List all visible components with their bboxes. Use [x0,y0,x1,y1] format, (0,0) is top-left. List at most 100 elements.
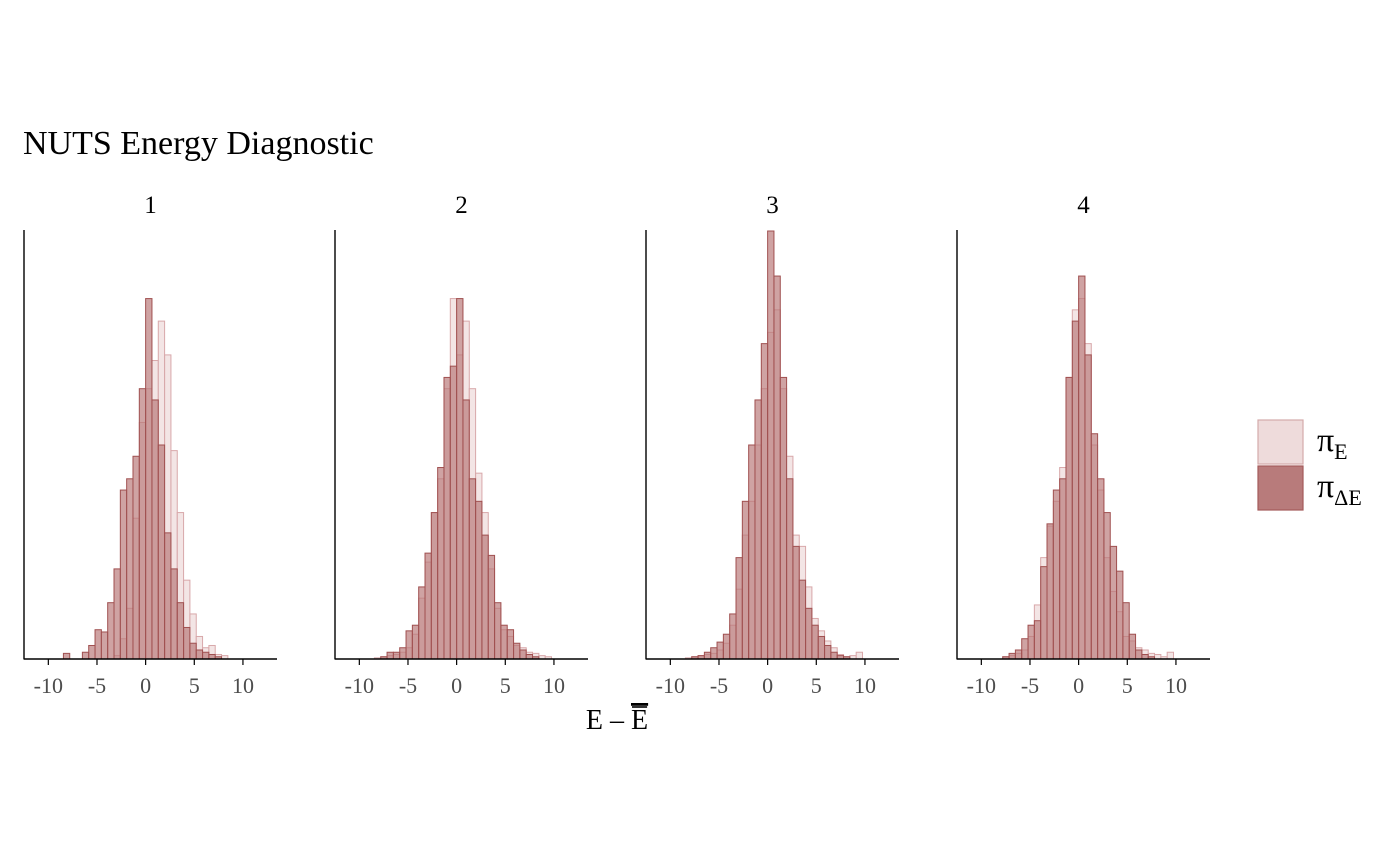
pi-delta-e-bar [760,343,769,660]
pi-delta-e-bar [1059,478,1067,660]
pi-delta-e-bar [1027,624,1035,660]
pi-delta-e-bar [443,376,451,660]
x-tick-label: -5 [1021,673,1039,698]
legend-subscript: ΔE [1334,485,1362,510]
pi-e-bar [1166,651,1175,660]
pi-delta-e-bar [805,607,813,660]
pi-delta-e-bar [798,579,807,660]
x-label-overlined: E [631,705,648,736]
pi-delta-e-bar [811,624,819,660]
legend-entry-1: πΔE [1257,465,1362,511]
pi-delta-e-bar [1071,320,1080,660]
pi-delta-e-bar [703,651,712,660]
panel-label: 1 [144,192,157,219]
x-tick-label: 10 [543,673,565,698]
pi-delta-e-bar [126,478,134,660]
pi-delta-e-bar [494,602,502,660]
series-pi-delta-e [62,298,223,660]
pi-delta-e-bar [487,554,496,660]
series-pi-delta-e [380,298,540,660]
pi-delta-e-bar [132,455,140,660]
x-tick-label: 5 [1122,673,1133,698]
panel-3: 3 -10 -5 0 5 10 [645,192,899,698]
legend-key [1257,419,1304,465]
pi-delta-e-bar [183,626,191,660]
pi-delta-e-bar [1128,633,1137,660]
pi-delta-e-bar [157,444,166,660]
x-tick-label: -10 [34,673,63,698]
pi-delta-e-bar [506,629,515,660]
pi-delta-e-bar [456,298,464,660]
legend-key [1257,465,1304,511]
legend-label: πΔE [1317,468,1362,510]
panel-4: 4 -10 -5 0 5 10 [956,192,1210,698]
pi-delta-e-bar [189,642,197,660]
pi-e-bar [855,651,864,660]
legend-symbol: π [1317,422,1334,459]
legend-symbol: π [1317,468,1334,505]
pi-delta-e-bar [1046,523,1054,660]
pi-delta-e-bar [202,651,210,660]
panel-2: 2 -10 -5 0 5 10 [334,192,588,698]
pi-delta-e-bar [195,649,204,660]
pi-delta-e-bar [817,635,826,660]
x-tick-label: 10 [232,673,254,698]
x-axis-label: E – E [586,705,648,736]
pi-delta-e-bar [462,399,470,660]
pi-delta-e-bar [1097,478,1105,660]
pi-delta-e-bar [1116,570,1124,660]
pi-delta-e-bar [418,586,426,660]
pi-delta-e-bar [392,651,401,660]
pi-delta-e-bar [94,629,102,660]
pi-delta-e-bar [824,644,832,660]
pi-delta-e-bar [100,631,109,660]
pi-delta-e-bar [1078,275,1086,660]
legend-label: πE [1317,422,1348,464]
series-pi-delta-e [691,230,851,660]
x-tick-label: 5 [811,673,822,698]
pi-delta-e-bar [138,388,147,660]
pi-delta-e-bar [773,275,781,660]
x-tick-label: -5 [710,673,728,698]
pi-delta-e-bar [722,633,731,660]
x-axis-label-text: E – E [586,705,648,736]
x-tick-label: 0 [140,673,151,698]
pi-delta-e-bar [176,602,185,660]
pi-delta-e-bar [786,478,794,660]
pi-delta-e-bar [62,652,71,660]
x-tick-label: 5 [500,673,511,698]
legend-entry-0: πE [1257,419,1348,465]
pi-delta-e-bar [754,399,762,660]
pi-delta-e-bar [1135,649,1143,660]
pi-delta-e-bar [1052,489,1061,660]
chart-title: NUTS Energy Diagnostic [23,125,374,162]
pi-delta-e-bar [449,365,458,660]
pi-delta-e-bar [113,568,121,660]
pi-delta-e-bar [748,444,756,660]
facet-panels: 1 -10 -5 0 5 10 2 -10 -5 0 5 10 3 -10 -5 0 5 10 4 -10 -5 0 5 10 [23,192,1210,698]
x-tick-label: 10 [1165,673,1187,698]
panel-label: 3 [766,192,779,219]
pi-delta-e-bar [88,644,96,660]
pi-delta-e-bar [710,647,718,660]
pi-delta-e-bar [119,489,128,660]
x-tick-label: -5 [399,673,417,698]
pi-delta-e-bar [424,552,432,660]
pi-delta-e-bar [716,641,724,660]
pi-delta-e-bar [151,399,159,660]
legend-subscript: E [1334,439,1347,464]
pi-delta-e-bar [1084,354,1092,660]
pi-delta-e-bar [1065,376,1073,660]
pi-delta-e-bar [1103,512,1111,660]
pi-delta-e-bar [1008,652,1016,660]
pi-delta-e-bar [145,298,153,660]
pi-delta-e-bar [1040,566,1048,660]
pi-delta-e-bar [107,602,115,660]
pi-delta-e-bar [411,624,420,660]
pi-delta-e-bar [1109,545,1118,660]
x-tick-label: -10 [967,673,996,698]
x-tick-label: 10 [854,673,876,698]
pi-delta-e-bar [1122,602,1130,660]
